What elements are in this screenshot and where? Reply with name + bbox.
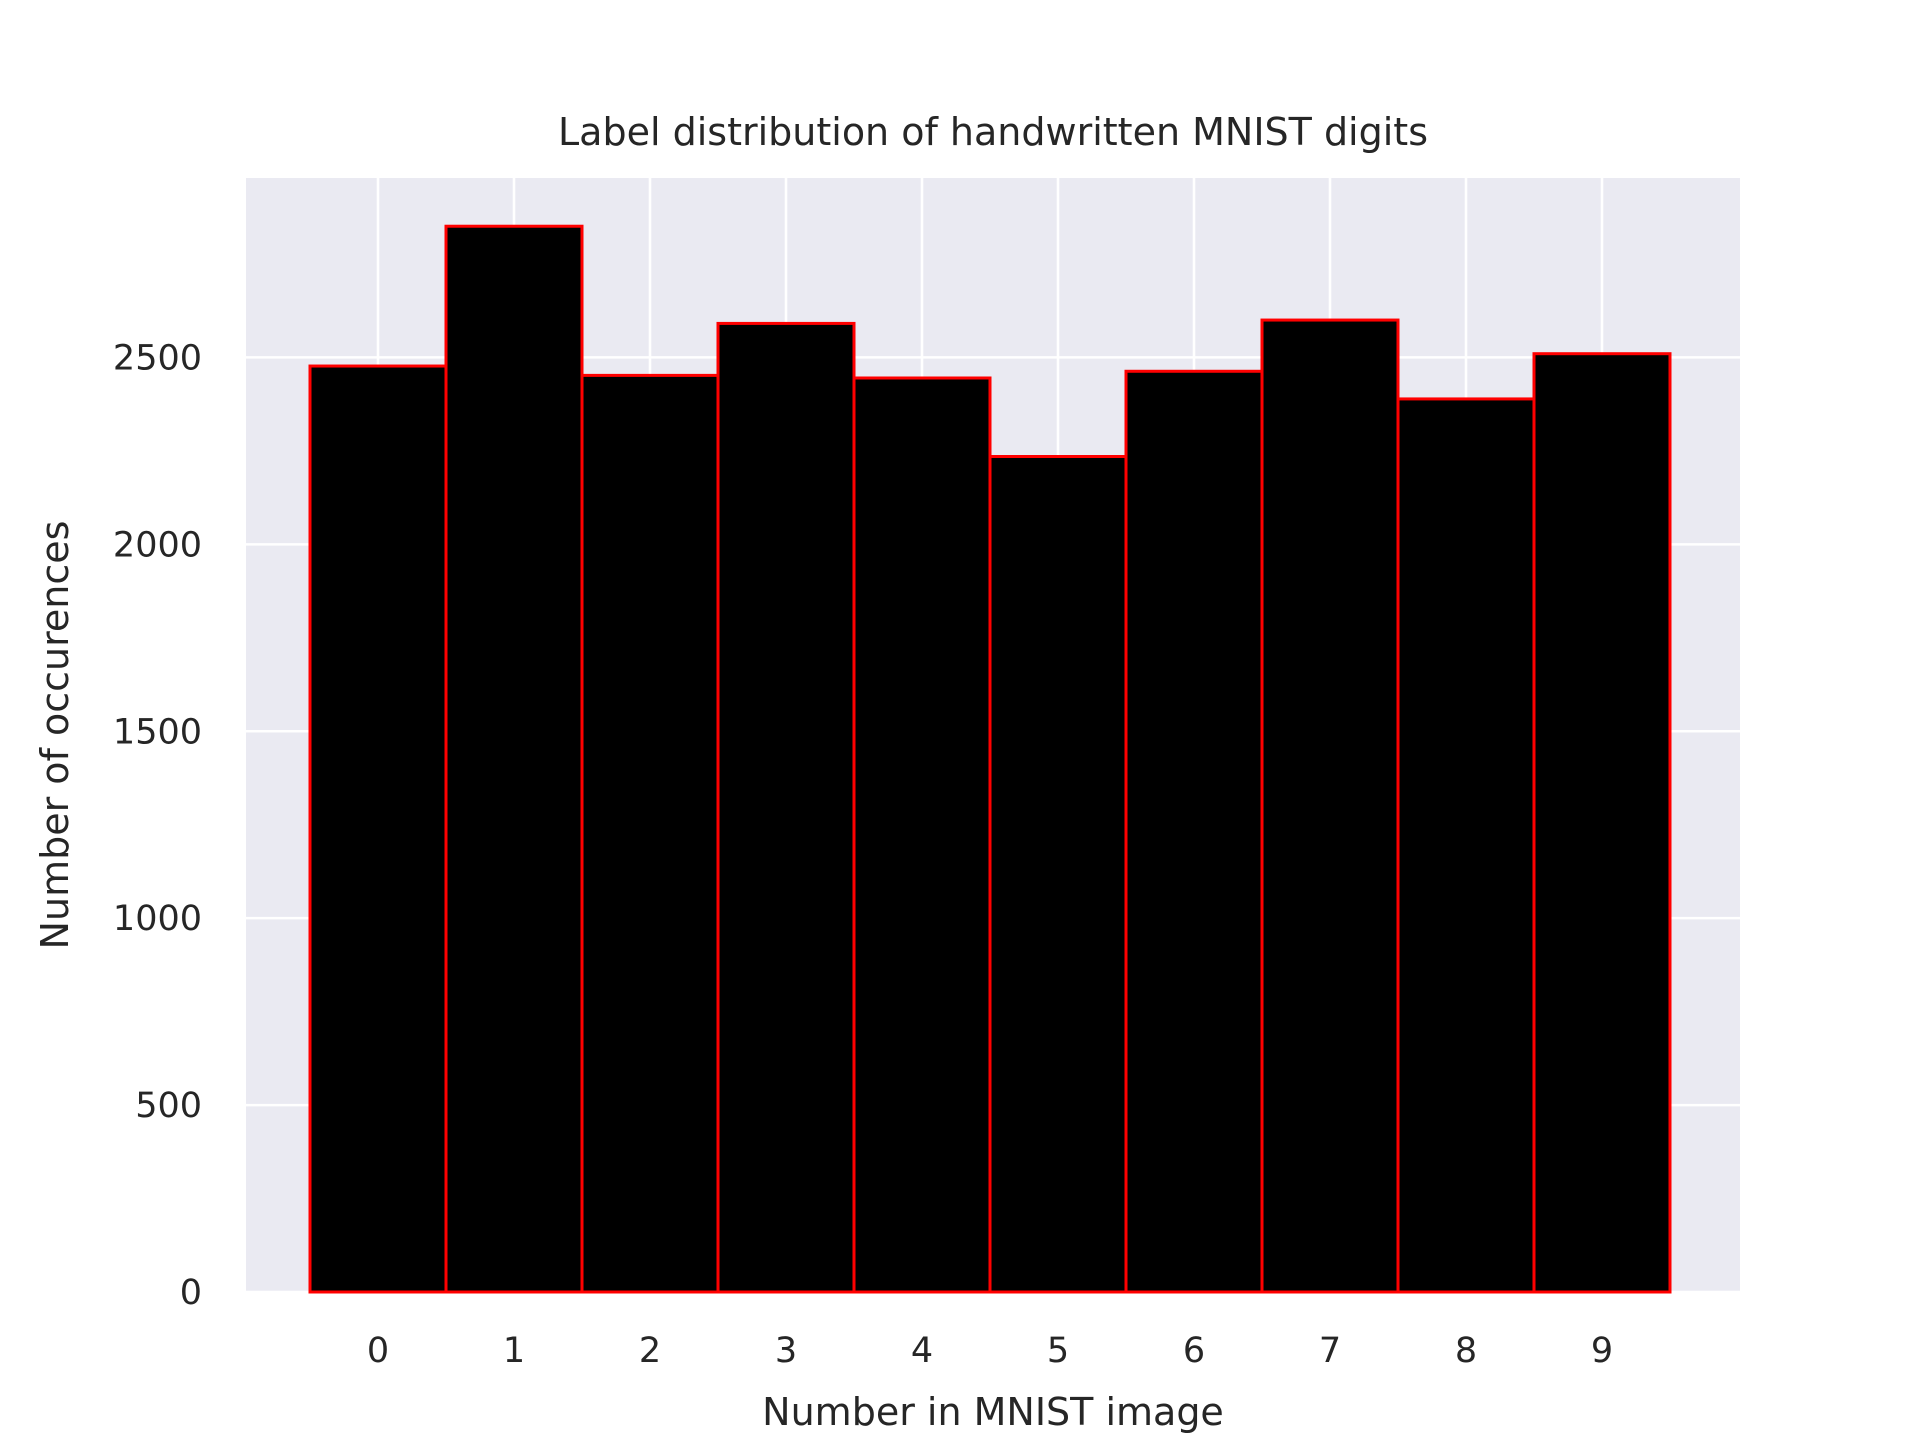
y-axis-label: Number of occurences	[33, 521, 77, 950]
bars	[308, 224, 1672, 1294]
bar	[444, 224, 584, 1294]
y-tick-label: 1000	[113, 899, 202, 939]
x-tick-label: 1	[503, 1331, 525, 1371]
bar	[580, 373, 720, 1294]
bar	[1260, 318, 1400, 1294]
y-tick-label: 0	[180, 1273, 202, 1313]
x-tick-label: 4	[911, 1331, 933, 1371]
x-tick-labels: 0 1 2 3 4 5 6 7 8 9	[367, 1331, 1613, 1371]
x-tick-label: 5	[1047, 1331, 1069, 1371]
y-tick-label: 2500	[113, 338, 202, 378]
bar	[308, 364, 448, 1294]
x-axis-label: Number in MNIST image	[762, 1390, 1224, 1434]
x-tick-label: 9	[1591, 1331, 1613, 1371]
y-tick-label: 500	[135, 1086, 202, 1126]
bar	[716, 321, 856, 1294]
bar	[988, 455, 1128, 1294]
x-tick-label: 6	[1183, 1331, 1205, 1371]
x-tick-label: 2	[639, 1331, 661, 1371]
x-tick-label: 3	[775, 1331, 797, 1371]
y-tick-labels: 0 500 1000 1500 2000 2500	[113, 338, 202, 1313]
bar	[1396, 397, 1536, 1294]
x-tick-label: 7	[1319, 1331, 1341, 1371]
chart-title: Label distribution of handwritten MNIST …	[558, 110, 1428, 154]
bar	[1124, 369, 1264, 1294]
bar	[852, 376, 992, 1294]
x-tick-label: 8	[1455, 1331, 1477, 1371]
bar	[1532, 352, 1672, 1294]
y-tick-label: 1500	[113, 712, 202, 752]
x-tick-label: 0	[367, 1331, 389, 1371]
y-tick-label: 2000	[113, 525, 202, 565]
